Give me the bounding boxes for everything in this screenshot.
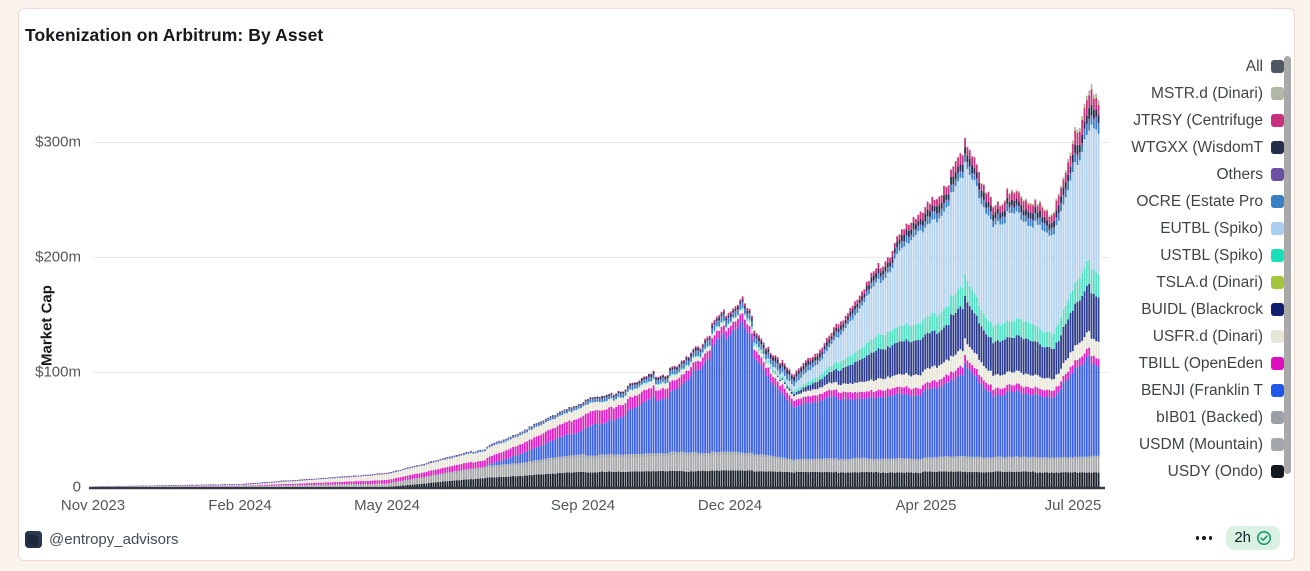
attribution[interactable]: @entropy_advisors — [25, 531, 178, 548]
legend-item[interactable]: BUIDL (Blackrock — [1068, 296, 1284, 323]
legend-item-label: BENJI (Franklin T — [1140, 381, 1263, 399]
x-tick-label: Apr 2025 — [895, 497, 957, 514]
legend-item[interactable]: bIB01 (Backed) — [1068, 404, 1284, 431]
timestamp: 2h — [1234, 529, 1251, 546]
y-tick-label: $200m — [35, 248, 81, 266]
timestamp-badge[interactable]: 2h — [1226, 526, 1280, 550]
legend-item[interactable]: TBILL (OpenEden — [1068, 350, 1284, 377]
legend-item-label: WTGXX (WisdomT — [1131, 138, 1263, 156]
legend-item-label: JTRSY (Centrifuge — [1133, 111, 1263, 129]
legend-item[interactable]: USTBL (Spiko) — [1068, 242, 1284, 269]
legend-swatch-icon — [1271, 114, 1284, 127]
y-tick-label: $100m — [35, 363, 81, 381]
more-options-icon[interactable] — [1194, 532, 1215, 544]
legend-swatch-icon — [1271, 168, 1284, 181]
legend-swatch-icon — [1271, 249, 1284, 262]
legend-item-label: USFR.d (Dinari) — [1152, 327, 1263, 345]
legend-item-label: bIB01 (Backed) — [1156, 408, 1263, 426]
plot-area[interactable]: Market Cap $300m $200m $100m 0 Nov 2023 Feb … — [19, 55, 1139, 525]
legend-item-label: USDY (Ondo) — [1167, 462, 1263, 480]
legend-swatch-icon — [1271, 303, 1284, 316]
legend-item[interactable]: USFR.d (Dinari) — [1068, 323, 1284, 350]
legend-item[interactable]: WTGXX (WisdomT — [1068, 134, 1284, 161]
legend-swatch-icon — [1271, 438, 1284, 451]
legend-swatch-icon — [1271, 384, 1284, 397]
x-tick-label: Dec 2024 — [697, 497, 763, 514]
legend-swatch-icon — [1271, 411, 1284, 424]
legend-item-label: All — [1245, 57, 1263, 75]
legend-item-label: MSTR.d (Dinari) — [1151, 84, 1263, 102]
legend-swatch-icon — [1271, 222, 1284, 235]
legend-item-label: BUIDL (Blackrock — [1141, 300, 1263, 318]
legend-item[interactable]: MSTR.d (Dinari) — [1068, 80, 1284, 107]
legend-item[interactable]: USDY (Ondo) — [1068, 458, 1284, 485]
legend-item-label: EUTBL (Spiko) — [1160, 219, 1263, 237]
legend-item-label: USDM (Mountain) — [1138, 435, 1263, 453]
legend-item[interactable]: EUTBL (Spiko) — [1068, 215, 1284, 242]
y-tick-label: 0 — [72, 478, 81, 496]
legend-item[interactable]: OCRE (Estate Pro — [1068, 188, 1284, 215]
legend-item-label: USTBL (Spiko) — [1160, 246, 1263, 264]
chart-title: Tokenization on Arbitrum: By Asset — [25, 25, 324, 45]
x-tick-label: Jul 2025 — [1044, 497, 1102, 514]
x-tick-label: Sep 2024 — [550, 497, 616, 514]
entropy-advisors-logo-icon — [25, 531, 42, 548]
legend-swatch-icon — [1271, 60, 1284, 73]
chart-card: Tokenization on Arbitrum: By Asset Marke… — [18, 8, 1295, 561]
legend-swatch-icon — [1271, 87, 1284, 100]
y-axis-label: Market Cap — [38, 285, 56, 366]
legend-swatch-icon — [1271, 465, 1284, 478]
author-handle[interactable]: @entropy_advisors — [49, 531, 179, 548]
legend-item-label: TBILL (OpenEden — [1138, 354, 1263, 372]
x-tick-label: Feb 2024 — [208, 497, 272, 514]
y-tick-label: $300m — [35, 133, 81, 151]
legend: All MSTR.d (Dinari) JTRSY (Centrifuge WTGXX… — [1068, 53, 1284, 485]
legend-item[interactable]: USDM (Mountain) — [1068, 431, 1284, 458]
legend-item[interactable]: Others — [1068, 161, 1284, 188]
stacked-bar-canvas[interactable] — [19, 55, 1139, 525]
legend-swatch-icon — [1271, 357, 1284, 370]
legend-item[interactable]: JTRSY (Centrifuge — [1068, 107, 1284, 134]
x-tick-label: May 2024 — [354, 497, 420, 514]
legend-item-label: OCRE (Estate Pro — [1136, 192, 1263, 210]
x-tick-label: Nov 2023 — [60, 497, 126, 514]
legend-item[interactable]: All — [1068, 53, 1284, 80]
legend-swatch-icon — [1271, 141, 1284, 154]
legend-item-label: Others — [1216, 165, 1263, 183]
footer-actions: 2h — [1194, 526, 1280, 550]
legend-swatch-icon — [1271, 195, 1284, 208]
legend-item[interactable]: TSLA.d (Dinari) — [1068, 269, 1284, 296]
legend-item-label: TSLA.d (Dinari) — [1156, 273, 1263, 291]
legend-swatch-icon — [1271, 276, 1284, 289]
verified-check-icon — [1257, 530, 1271, 545]
legend-swatch-icon — [1271, 330, 1284, 343]
legend-item[interactable]: BENJI (Franklin T — [1068, 377, 1284, 404]
legend-scrollbar[interactable] — [1284, 56, 1291, 474]
